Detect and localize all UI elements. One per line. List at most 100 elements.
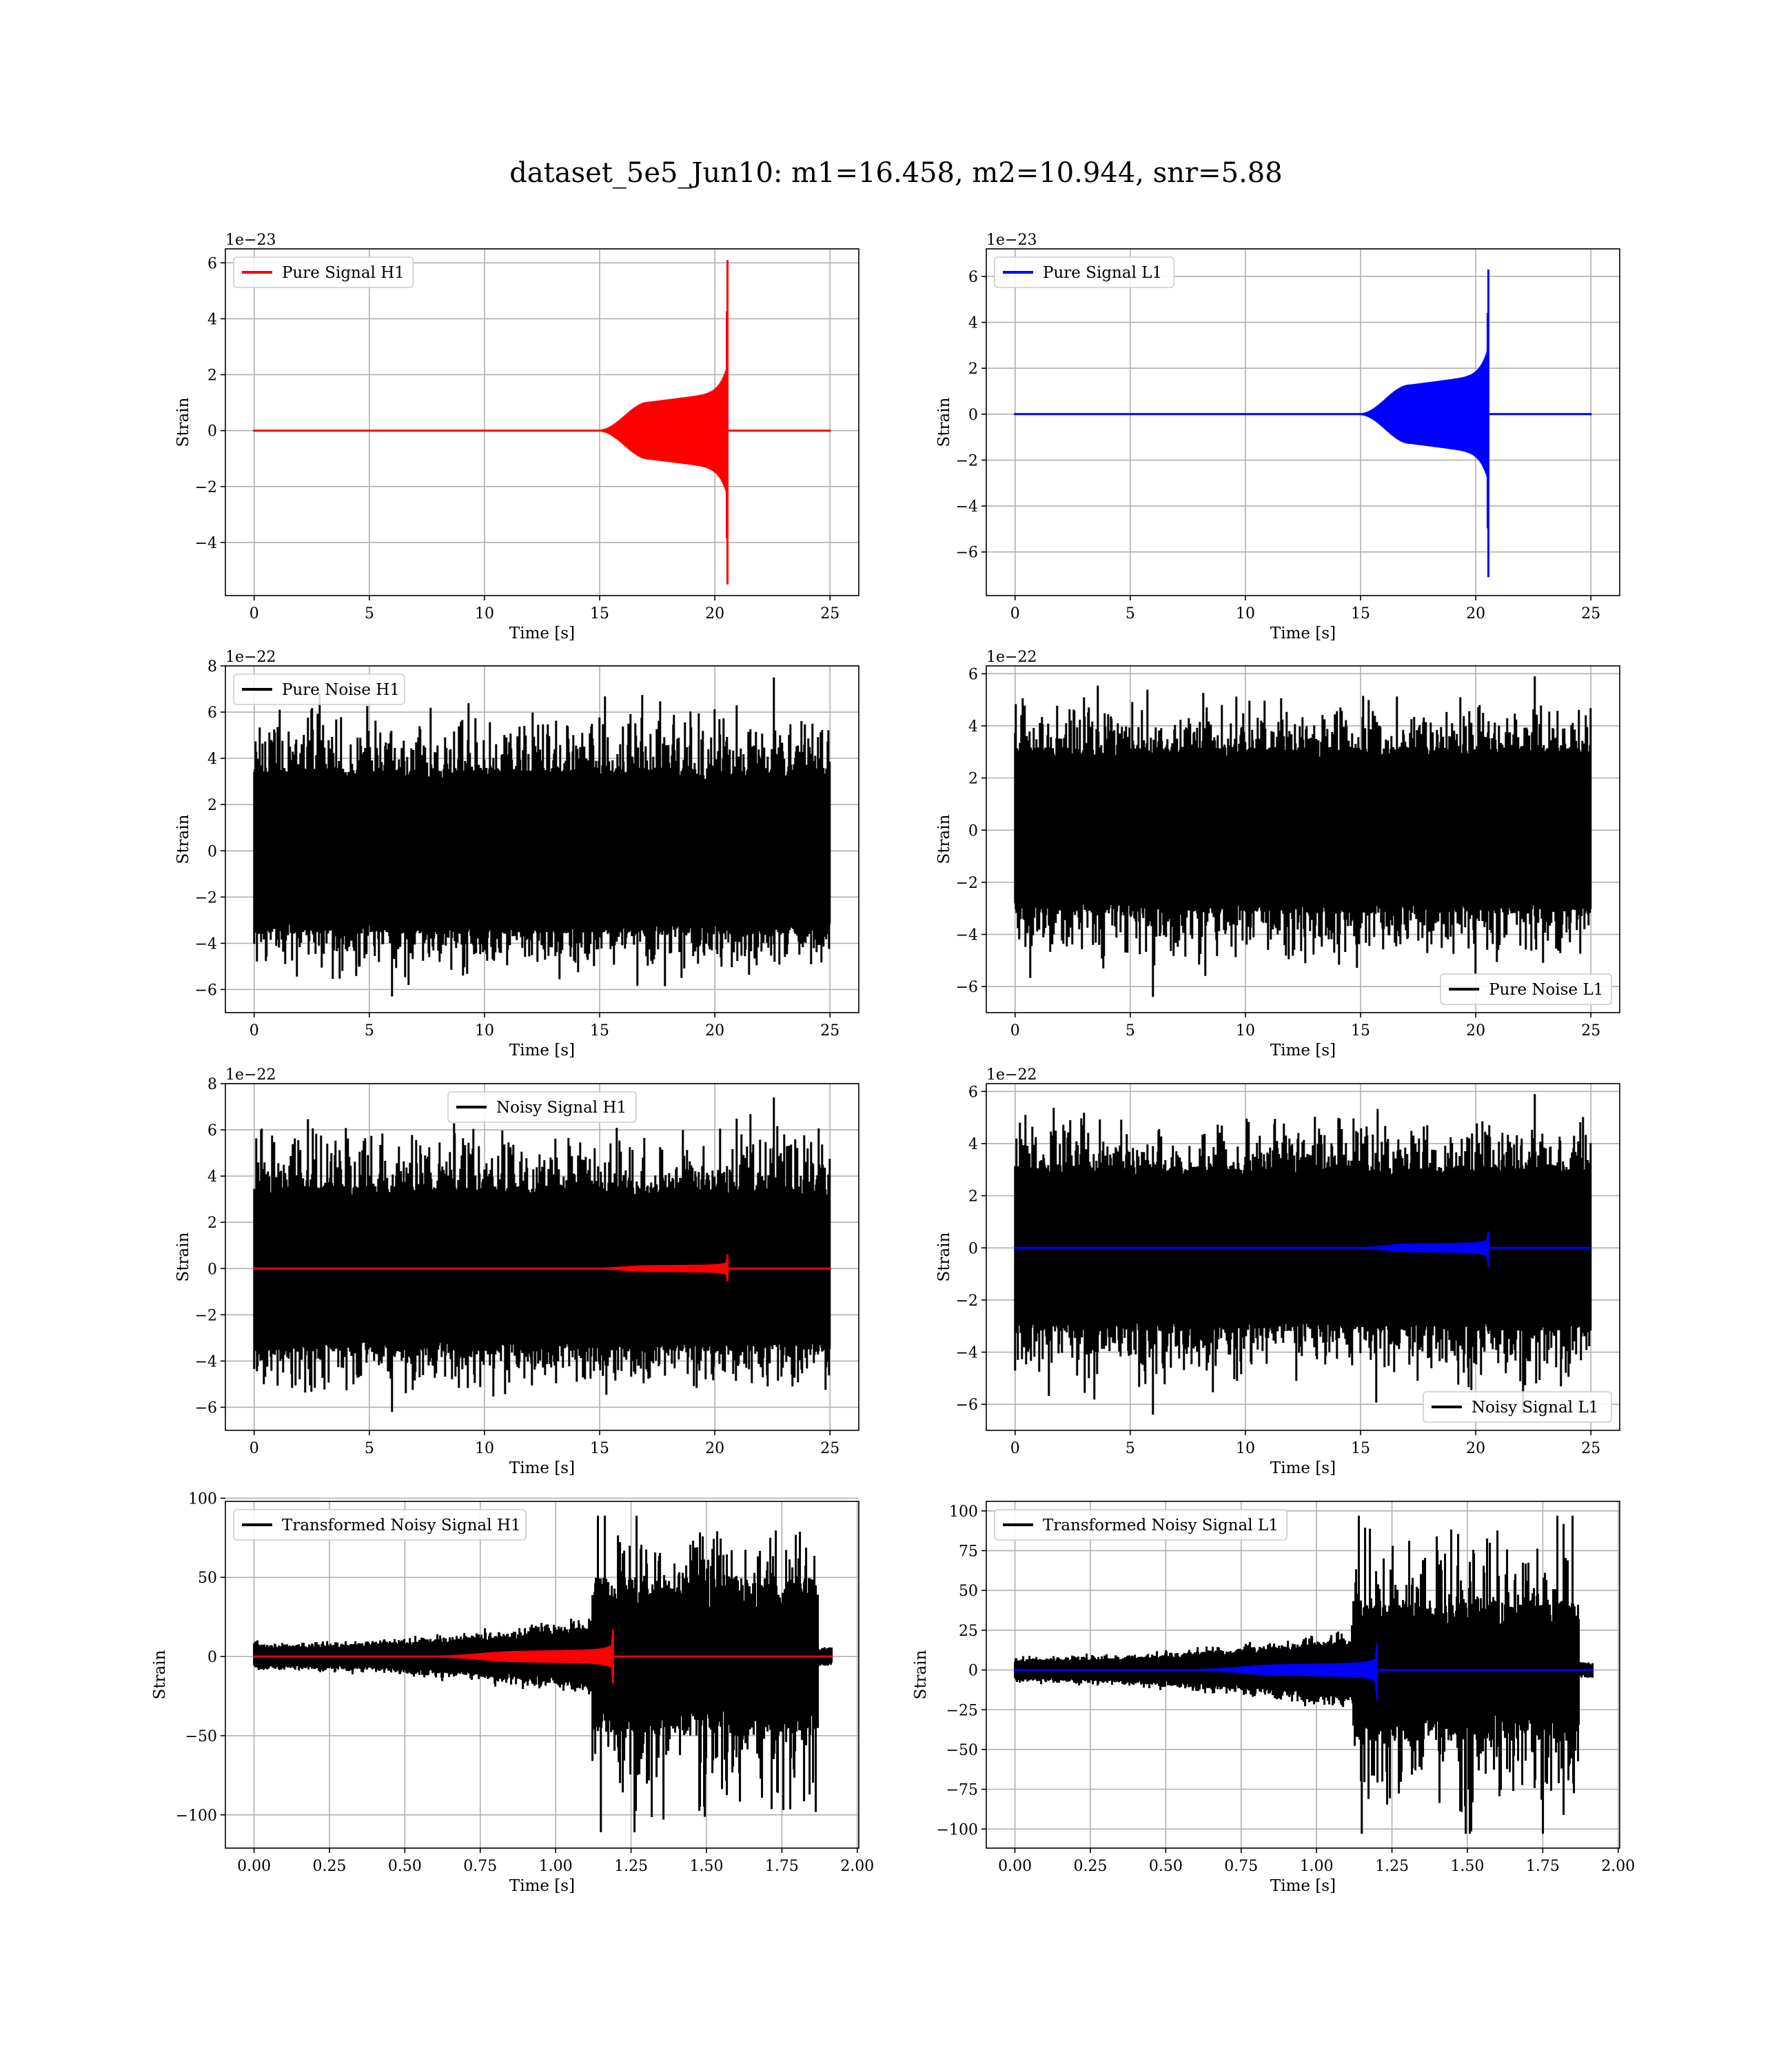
x-tick-label: 0.75 — [463, 1858, 497, 1875]
legend: Pure Noise L1 — [1440, 973, 1612, 1005]
y-tick-label: 2 — [968, 1188, 978, 1206]
series-0 — [1014, 270, 1592, 578]
x-tick-label: 0 — [1010, 1022, 1020, 1040]
legend-label: Pure Signal L1 — [1043, 264, 1162, 282]
y-tick-label: 50 — [198, 1570, 217, 1587]
y-offset-text: 1e−23 — [225, 232, 276, 249]
legend: Noisy Signal H1 — [447, 1091, 637, 1123]
y-tick-label: −2 — [956, 452, 978, 469]
x-tick-label: 2.00 — [840, 1858, 874, 1875]
y-tick-label: −2 — [956, 875, 978, 892]
y-tick-label: −2 — [195, 479, 217, 496]
y-axis-label: Strain — [935, 397, 953, 447]
y-tick-label: 4 — [968, 1136, 978, 1153]
x-tick-label: 15 — [590, 1022, 609, 1040]
x-tick-label: 5 — [1126, 1440, 1135, 1457]
series-0 — [1014, 676, 1592, 997]
x-tick-label: 25 — [820, 605, 839, 622]
x-tick-label: 5 — [365, 1440, 374, 1457]
y-tick-label: 100 — [188, 1490, 217, 1508]
axes-frame — [225, 248, 859, 596]
legend-box — [447, 1091, 637, 1123]
y-tick-label: −6 — [956, 979, 978, 996]
x-tick-label: 0 — [250, 1022, 259, 1040]
legend-label: Transformed Noisy Signal H1 — [282, 1517, 521, 1534]
axes-frame — [986, 1501, 1620, 1849]
legend: Pure Noise H1 — [233, 673, 405, 705]
panel-transformed-noisy-signal-l1: 0.00 0.25 0.50 0.75 1.00 1.25 1.50 1.75 2.00 −100… — [912, 1501, 1635, 1895]
y-tick-label: −2 — [195, 889, 217, 906]
x-axis-label: Time [s] — [1270, 1877, 1336, 1895]
y-tick-label: 0 — [968, 1240, 978, 1257]
y-axis-label: Strain — [151, 1650, 169, 1699]
x-tick-label: 10 — [475, 605, 494, 622]
series-1 — [1014, 1231, 1592, 1267]
y-offset-text: 1e−23 — [986, 232, 1037, 249]
x-axis-label: Time [s] — [509, 1459, 575, 1477]
legend-label: Pure Signal H1 — [282, 264, 405, 282]
x-tick-label: 25 — [1581, 605, 1600, 622]
x-tick-label: 20 — [705, 605, 724, 622]
y-tick-label: 2 — [968, 361, 978, 378]
x-tick-label: 0 — [250, 605, 259, 622]
series-0 — [1014, 1094, 1592, 1415]
x-tick-label: 0 — [1010, 605, 1020, 622]
series-0 — [253, 1097, 831, 1412]
panel-pure-signal-h1: 0 5 10 15 20 25 −4 −2 0 2 4 6 Time [s] Strain 1e−23 Pur… — [174, 232, 859, 642]
y-tick-label: 0 — [207, 1649, 217, 1666]
legend: Transformed Noisy Signal L1 — [994, 1509, 1288, 1541]
y-tick-label: −6 — [195, 1399, 217, 1417]
panel-transformed-noisy-signal-h1: 0.00 0.25 0.50 0.75 1.00 1.25 1.50 1.75 2.00 −100… — [151, 1490, 874, 1895]
axes-frame — [225, 1083, 859, 1431]
y-tick-label: 25 — [959, 1623, 978, 1640]
x-axis-label: Time [s] — [509, 1877, 575, 1895]
y-tick-label: 6 — [207, 255, 217, 272]
y-tick-label: 2 — [968, 771, 978, 788]
y-tick-label: 4 — [968, 315, 978, 332]
x-tick-label: 25 — [1581, 1022, 1600, 1040]
x-tick-label: 15 — [1351, 1022, 1370, 1040]
legend-label: Noisy Signal H1 — [496, 1099, 627, 1117]
y-axis-label: Strain — [174, 397, 192, 447]
y-tick-label: −100 — [176, 1807, 217, 1825]
y-tick-label: 2 — [207, 797, 217, 814]
plot-area — [253, 677, 831, 997]
y-tick-label: 0 — [968, 407, 978, 424]
y-tick-label: −4 — [956, 927, 978, 944]
x-tick-label: 0 — [1010, 1440, 1020, 1457]
y-offset-text: 1e−22 — [225, 1066, 276, 1084]
plot-area — [1014, 676, 1592, 997]
y-tick-label: 50 — [959, 1583, 978, 1600]
y-tick-label: −6 — [956, 1397, 978, 1414]
x-tick-label: 2.00 — [1601, 1858, 1635, 1875]
y-tick-label: 6 — [207, 704, 217, 722]
x-tick-label: 1.75 — [1526, 1858, 1560, 1875]
y-tick-label: −75 — [946, 1782, 978, 1799]
x-tick-label: 15 — [1351, 605, 1370, 622]
x-tick-label: 1.00 — [1300, 1858, 1334, 1875]
x-tick-label: 1.25 — [614, 1858, 648, 1875]
y-tick-label: 0 — [207, 843, 217, 860]
y-offset-text: 1e−22 — [986, 1066, 1037, 1084]
y-tick-label: −4 — [956, 498, 978, 516]
legend-label: Pure Noise H1 — [282, 681, 400, 699]
x-tick-label: 1.25 — [1375, 1858, 1409, 1875]
y-axis-label: Strain — [935, 814, 953, 864]
x-tick-label: 20 — [1466, 1440, 1485, 1457]
y-tick-label: −25 — [946, 1702, 978, 1719]
y-tick-label: 2 — [207, 1215, 217, 1232]
series-1 — [1014, 1643, 1594, 1699]
plot-area — [1014, 1094, 1592, 1415]
y-tick-label: 75 — [959, 1543, 978, 1561]
y-tick-label: −4 — [195, 1353, 217, 1370]
plot-area — [1014, 270, 1592, 578]
y-tick-label: −4 — [956, 1345, 978, 1362]
x-tick-label: 10 — [1236, 1440, 1255, 1457]
y-tick-label: 0 — [968, 822, 978, 840]
y-tick-label: 0 — [207, 1261, 217, 1278]
x-tick-label: 15 — [590, 605, 609, 622]
y-tick-label: −50 — [185, 1728, 217, 1745]
x-tick-label: 5 — [365, 605, 374, 622]
x-axis-label: Time [s] — [1270, 1042, 1336, 1060]
y-tick-label: 8 — [207, 1076, 217, 1093]
